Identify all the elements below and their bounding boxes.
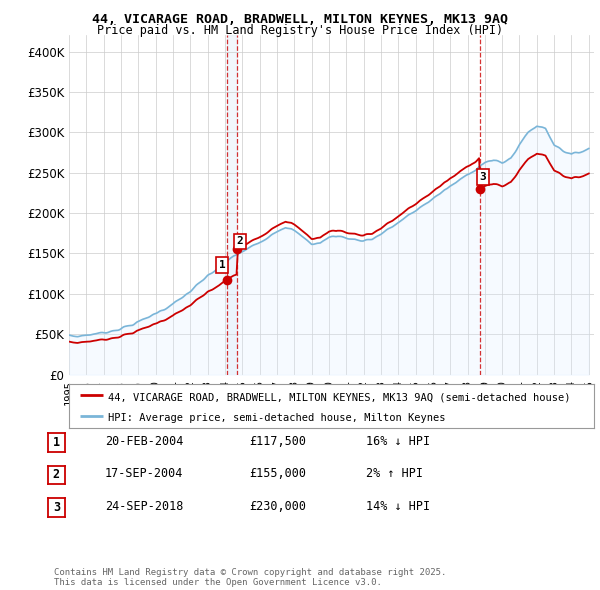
Text: 2: 2 xyxy=(236,237,243,247)
Text: 3: 3 xyxy=(479,172,486,182)
Text: 1: 1 xyxy=(218,260,226,270)
Text: 20-FEB-2004: 20-FEB-2004 xyxy=(105,435,184,448)
Text: 16% ↓ HPI: 16% ↓ HPI xyxy=(366,435,430,448)
Text: 44, VICARAGE ROAD, BRADWELL, MILTON KEYNES, MK13 9AQ: 44, VICARAGE ROAD, BRADWELL, MILTON KEYN… xyxy=(92,13,508,26)
Text: 2% ↑ HPI: 2% ↑ HPI xyxy=(366,467,423,480)
Text: 1: 1 xyxy=(53,436,60,449)
Text: 44, VICARAGE ROAD, BRADWELL, MILTON KEYNES, MK13 9AQ (semi-detached house): 44, VICARAGE ROAD, BRADWELL, MILTON KEYN… xyxy=(109,393,571,402)
Text: Price paid vs. HM Land Registry's House Price Index (HPI): Price paid vs. HM Land Registry's House … xyxy=(97,24,503,37)
Text: £230,000: £230,000 xyxy=(249,500,306,513)
Text: 3: 3 xyxy=(53,501,60,514)
Text: £155,000: £155,000 xyxy=(249,467,306,480)
Text: 14% ↓ HPI: 14% ↓ HPI xyxy=(366,500,430,513)
Text: £117,500: £117,500 xyxy=(249,435,306,448)
Text: HPI: Average price, semi-detached house, Milton Keynes: HPI: Average price, semi-detached house,… xyxy=(109,413,446,423)
Bar xyxy=(227,35,237,375)
Text: 24-SEP-2018: 24-SEP-2018 xyxy=(105,500,184,513)
Text: Contains HM Land Registry data © Crown copyright and database right 2025.
This d: Contains HM Land Registry data © Crown c… xyxy=(54,568,446,587)
Text: 17-SEP-2004: 17-SEP-2004 xyxy=(105,467,184,480)
Text: 2: 2 xyxy=(53,468,60,481)
